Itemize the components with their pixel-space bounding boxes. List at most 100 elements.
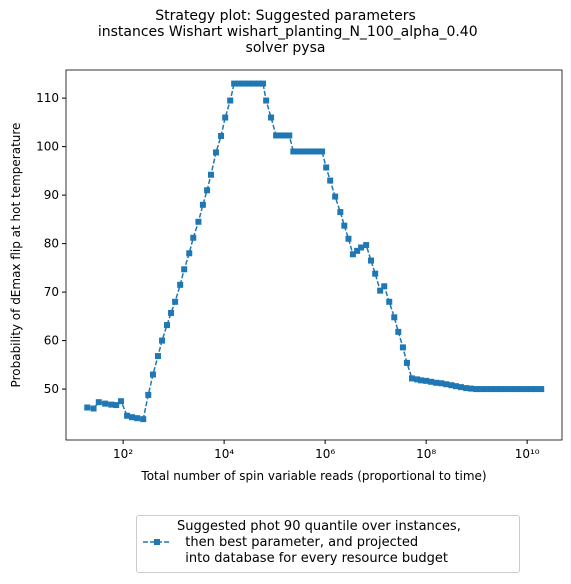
marker (386, 298, 393, 305)
marker (305, 148, 312, 155)
marker (263, 97, 270, 104)
marker (523, 386, 530, 393)
marker (399, 344, 406, 351)
y-tick-label: 100 (36, 140, 59, 154)
marker (488, 386, 495, 393)
marker (113, 402, 120, 409)
x-tick-label: 10² (113, 447, 133, 461)
marker (236, 80, 243, 87)
marker (414, 376, 421, 383)
marker (231, 80, 238, 87)
y-tick-label: 90 (44, 188, 59, 202)
marker (538, 386, 545, 393)
marker (323, 164, 330, 171)
legend-marker (154, 539, 160, 545)
marker (473, 386, 480, 393)
marker (186, 250, 193, 257)
y-tick-label: 60 (44, 334, 59, 348)
marker (134, 415, 141, 422)
legend: Suggested phot 90 quantile over instance… (136, 515, 520, 573)
marker (391, 314, 398, 321)
marker (418, 377, 425, 384)
marker (468, 385, 475, 392)
marker (528, 386, 535, 393)
marker (108, 401, 115, 408)
marker (448, 382, 455, 389)
marker (502, 386, 509, 393)
marker (327, 177, 334, 184)
marker (349, 251, 356, 258)
marker (181, 266, 188, 273)
marker (310, 148, 317, 155)
marker (493, 386, 500, 393)
marker (512, 386, 519, 393)
marker (377, 287, 384, 294)
marker (315, 148, 322, 155)
marker (345, 235, 352, 242)
marker (124, 412, 131, 419)
marker (241, 80, 248, 87)
marker (159, 337, 166, 344)
marker (222, 114, 229, 121)
y-tick-label: 110 (36, 91, 59, 105)
marker (483, 386, 490, 393)
series-line (87, 82, 542, 421)
marker (372, 270, 379, 277)
marker (129, 414, 136, 421)
marker (195, 218, 202, 225)
marker (268, 114, 275, 121)
marker (337, 209, 344, 216)
marker (428, 378, 435, 385)
marker (332, 193, 339, 200)
marker (457, 384, 464, 391)
y-tick-label: 50 (44, 382, 59, 396)
marker (478, 386, 485, 393)
marker (102, 400, 109, 407)
plot-frame (65, 69, 563, 441)
marker (250, 80, 257, 87)
marker (278, 132, 285, 139)
y-axis-label: Probability of dEmax flip at hot tempera… (9, 123, 23, 388)
marker (199, 201, 206, 208)
marker (204, 187, 211, 194)
marker (286, 132, 293, 139)
marker (140, 416, 147, 423)
y-tick-label: 80 (44, 237, 59, 251)
legend-swatch (143, 539, 171, 545)
x-axis-label: Total number of spin variable reads (pro… (140, 469, 486, 483)
marker (403, 359, 410, 366)
marker (84, 404, 91, 411)
marker (118, 398, 125, 405)
marker (409, 375, 416, 382)
marker (358, 244, 365, 251)
x-tick-label: 10¹⁰ (515, 447, 540, 461)
x-tick-label: 10⁴ (214, 447, 234, 461)
marker (319, 148, 326, 155)
marker (260, 80, 267, 87)
marker (533, 386, 540, 393)
marker (433, 379, 440, 386)
marker (255, 80, 262, 87)
legend-label: Suggested phot 90 quantile over instance… (177, 519, 461, 566)
marker (95, 399, 102, 406)
marker (168, 309, 175, 316)
marker (154, 353, 161, 360)
marker (341, 222, 348, 229)
marker (443, 381, 450, 388)
marker (300, 148, 307, 155)
marker (246, 80, 253, 87)
marker (395, 328, 402, 335)
chart-title: Strategy plot: Suggested parameters inst… (97, 8, 478, 56)
marker (381, 283, 388, 290)
marker (218, 132, 225, 139)
marker (282, 132, 289, 139)
marker (290, 148, 297, 155)
marker (164, 322, 171, 329)
marker (452, 383, 459, 390)
marker (149, 371, 156, 378)
marker (208, 171, 215, 178)
marker (463, 385, 470, 392)
marker (423, 377, 430, 384)
